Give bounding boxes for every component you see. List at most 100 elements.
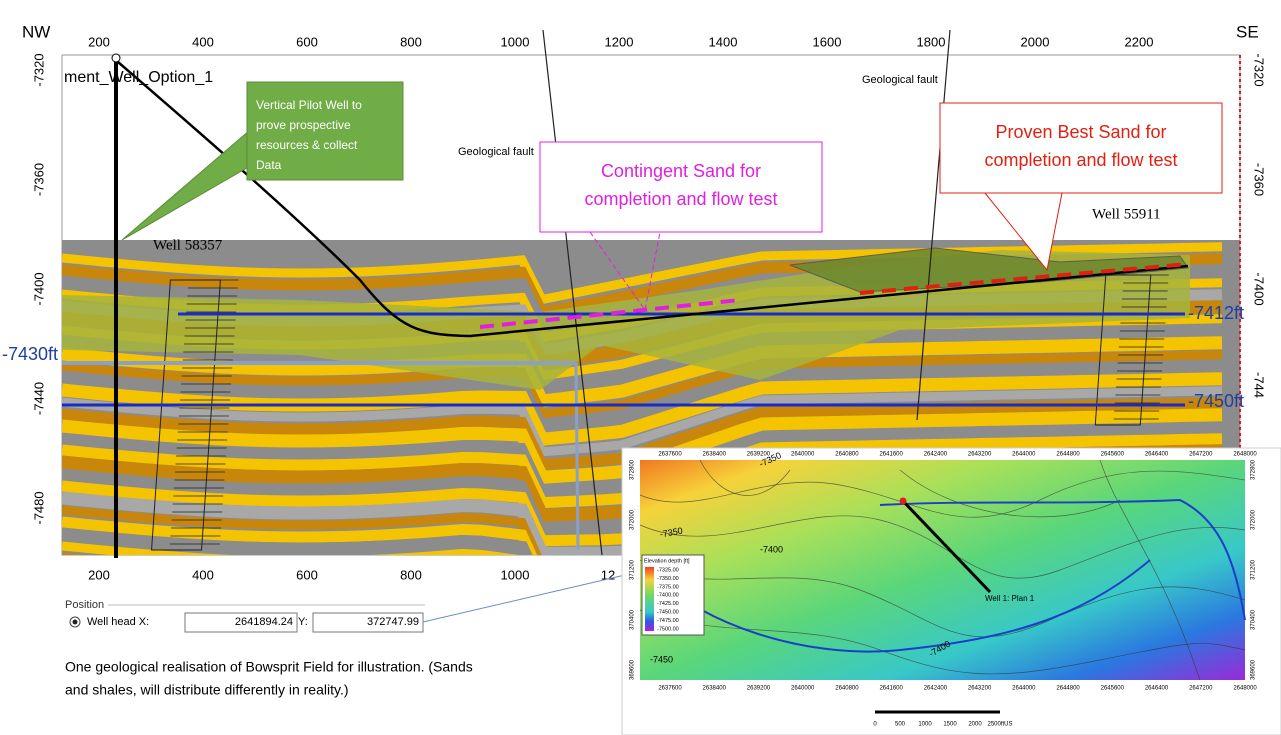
y-tick-label: -7400 [1252, 272, 1267, 305]
callout-text: completion and flow test [584, 189, 777, 209]
map-y-tick: 370400 [1251, 609, 1257, 630]
strata-band [62, 242, 1223, 305]
y-tick-label: -7360 [1252, 163, 1267, 196]
map-x-tick: 2641600 [879, 452, 903, 458]
contour-label: -7400 [760, 544, 783, 554]
contour [639, 609, 1246, 675]
radio-dot [72, 619, 78, 625]
map-x-tick: 2644800 [1056, 452, 1080, 458]
strata-band [62, 350, 1223, 419]
y-tick-label: -7360 [31, 163, 46, 196]
depth-marker: -7412ft [1188, 303, 1244, 323]
map-x-tick: 2640800 [835, 452, 859, 458]
scale-label: 2000 [968, 722, 982, 728]
owc-line [879, 498, 1246, 621]
x-tick-label: 200 [88, 567, 110, 582]
field-value: 372747.99 [367, 616, 419, 628]
leader [422, 574, 626, 623]
x-tick-label: 1000 [501, 567, 530, 582]
caption: One geological realisation of Bowsprit F… [65, 659, 473, 675]
strata-band [62, 386, 1223, 457]
legend-ramp [645, 567, 654, 631]
map-surface [640, 460, 1245, 680]
x-tick-label: 800 [400, 567, 422, 582]
map-x-tick: 2644000 [1012, 452, 1036, 458]
map-x-tick: 2646400 [1145, 686, 1169, 692]
depth-marker: -7430ft [2, 344, 58, 364]
map-x-tick: 2639200 [747, 686, 771, 692]
map-x-tick: 2645600 [1101, 452, 1125, 458]
field [184, 612, 298, 633]
map-y-tick: 372800 [1251, 459, 1257, 480]
y-tick-label: -7400 [31, 272, 46, 305]
scale-label: 1500 [943, 722, 957, 728]
legend-label: -7325.00 [657, 567, 679, 573]
legend-label: -7400.00 [657, 593, 679, 599]
callout-text: Data [256, 158, 282, 172]
well-surface [899, 497, 907, 505]
fault [542, 29, 603, 556]
callout-text: resources & collect [256, 138, 358, 152]
map-x-tick: 2645600 [1101, 686, 1125, 692]
map-y-tick: 372000 [630, 509, 636, 530]
x-tick-label: 12 [601, 567, 615, 582]
x-tick-label: 800 [400, 34, 422, 49]
x-tick-label: 400 [192, 34, 214, 49]
x-tick-label: 200 [88, 34, 110, 49]
y-tick-label: -7480 [31, 491, 46, 524]
map-x-tick: 2638400 [703, 452, 727, 458]
scale-label: 1000 [918, 722, 932, 728]
caption: and shales, will distribute differently … [65, 682, 349, 698]
map-x-tick: 2640000 [791, 686, 815, 692]
strata-band [62, 325, 1223, 395]
map-x-tick: 2648000 [1233, 452, 1257, 458]
field-value: 2641894.24 [235, 616, 293, 628]
y-tick-label: -7320 [1252, 53, 1267, 86]
map-x-tick: 2647200 [1189, 686, 1213, 692]
callout-box [539, 141, 823, 233]
fault-label: Geological fault [458, 146, 534, 158]
x-tick-label: 2000 [1021, 34, 1050, 49]
map-y-tick: 371200 [1251, 559, 1257, 580]
callout-text: Proven Best Sand for [995, 122, 1166, 142]
panel-title: Position [65, 599, 104, 611]
direction-label: SE [1236, 22, 1259, 41]
depth-marker: -7450ft [1188, 391, 1244, 411]
callout-text: prove prospective [256, 118, 351, 132]
x-tick-label: 1800 [917, 34, 946, 49]
x-tick-label: 2200 [1125, 34, 1154, 49]
y-tick-label: -7320 [31, 53, 46, 86]
map-y-tick: 369600 [630, 659, 636, 680]
map-x-tick: 2638400 [703, 686, 727, 692]
callout-text: Contingent Sand for [601, 161, 761, 181]
well-trajectory [901, 499, 992, 594]
field-label: Well head X: [87, 616, 149, 628]
callout-text: Vertical Pilot Well to [256, 98, 362, 112]
scale-label: 500 [895, 722, 906, 728]
owc-line [659, 559, 1151, 653]
callout-pointer [589, 231, 661, 312]
map-y-tick: 372800 [630, 459, 636, 480]
map-x-tick: 2642400 [924, 452, 948, 458]
well-label: Well 58357 [153, 237, 223, 253]
callout-text: completion and flow test [984, 150, 1177, 170]
map-x-tick: 2641600 [879, 686, 903, 692]
map-x-tick: 2648000 [1233, 686, 1257, 692]
legend-label: -7500.00 [657, 626, 679, 632]
deviated-well [117, 61, 1189, 338]
map-x-tick: 2640800 [835, 686, 859, 692]
strata-band [62, 336, 1223, 409]
x-tick-label: 600 [296, 567, 318, 582]
map-x-tick: 2640000 [791, 452, 815, 458]
y-tick-label: -744 [1252, 372, 1267, 398]
field-label: Y: [298, 616, 308, 628]
x-tick-label: 1400 [709, 34, 738, 49]
map-x-tick: 2643200 [968, 452, 992, 458]
map-y-tick: 372000 [1251, 509, 1257, 530]
x-tick-label: 1000 [501, 34, 530, 49]
legend-label: -7475.00 [657, 618, 679, 624]
contour [699, 459, 791, 496]
contour [899, 469, 1121, 518]
